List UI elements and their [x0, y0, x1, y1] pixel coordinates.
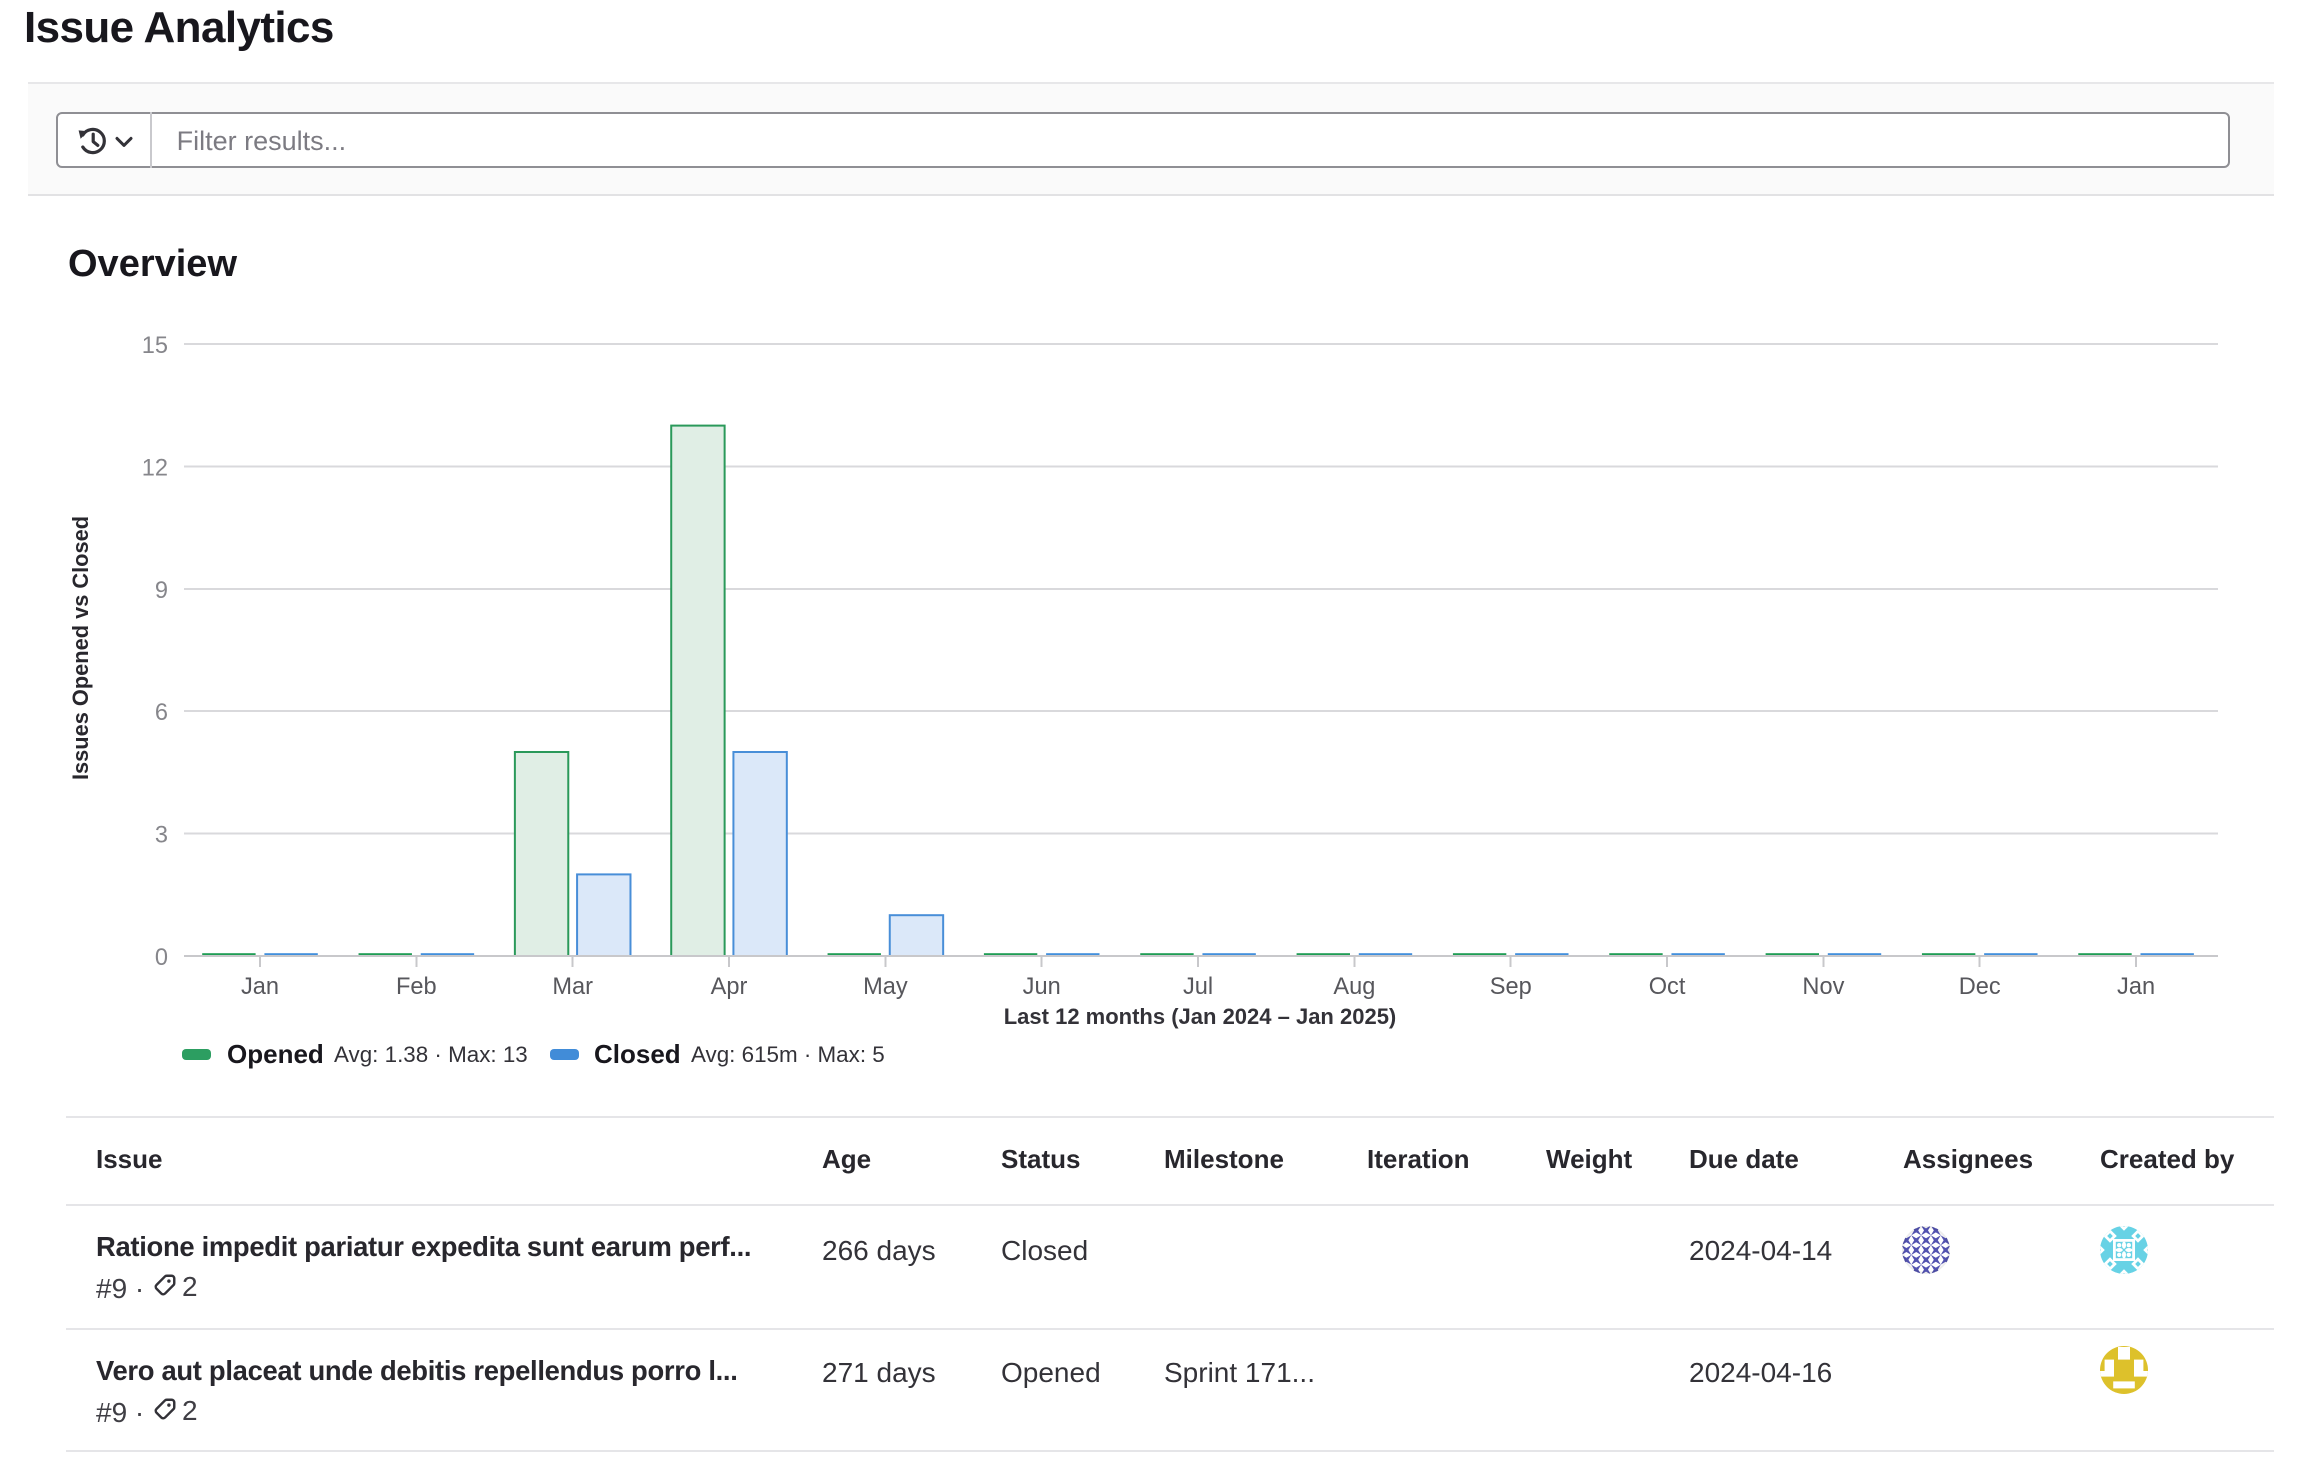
svg-text:Oct: Oct — [1649, 974, 1686, 1000]
svg-text:Jan: Jan — [241, 974, 279, 1000]
svg-text:Avg: 615m · Max: 5: Avg: 615m · Max: 5 — [691, 1042, 885, 1067]
svg-text:May: May — [863, 974, 908, 1000]
svg-text:Opened: Opened — [227, 1039, 324, 1069]
svg-text:Jul: Jul — [1183, 974, 1213, 1000]
svg-text:Sep: Sep — [1490, 974, 1532, 1000]
svg-text:Avg: 1.38 · Max: 13: Avg: 1.38 · Max: 13 — [334, 1042, 528, 1067]
svg-text:12: 12 — [142, 455, 168, 481]
svg-text:Dec: Dec — [1959, 974, 2001, 1000]
svg-text:Closed: Closed — [594, 1039, 681, 1069]
svg-text:Apr: Apr — [711, 974, 748, 1000]
svg-text:Mar: Mar — [552, 974, 593, 1000]
svg-text:0: 0 — [155, 945, 168, 971]
svg-text:Jan: Jan — [2117, 974, 2155, 1000]
svg-text:Last 12 months (Jan 2024 – Jan: Last 12 months (Jan 2024 – Jan 2025) — [1004, 1004, 1397, 1029]
svg-text:Feb: Feb — [396, 974, 437, 1000]
svg-text:Jun: Jun — [1023, 974, 1061, 1000]
svg-text:15: 15 — [142, 333, 168, 359]
svg-text:9: 9 — [155, 578, 168, 604]
svg-text:Nov: Nov — [1802, 974, 1844, 1000]
svg-text:Issues Opened vs Closed: Issues Opened vs Closed — [68, 516, 93, 780]
svg-text:3: 3 — [155, 823, 168, 849]
svg-text:Aug: Aug — [1333, 974, 1375, 1000]
svg-text:6: 6 — [155, 700, 168, 726]
